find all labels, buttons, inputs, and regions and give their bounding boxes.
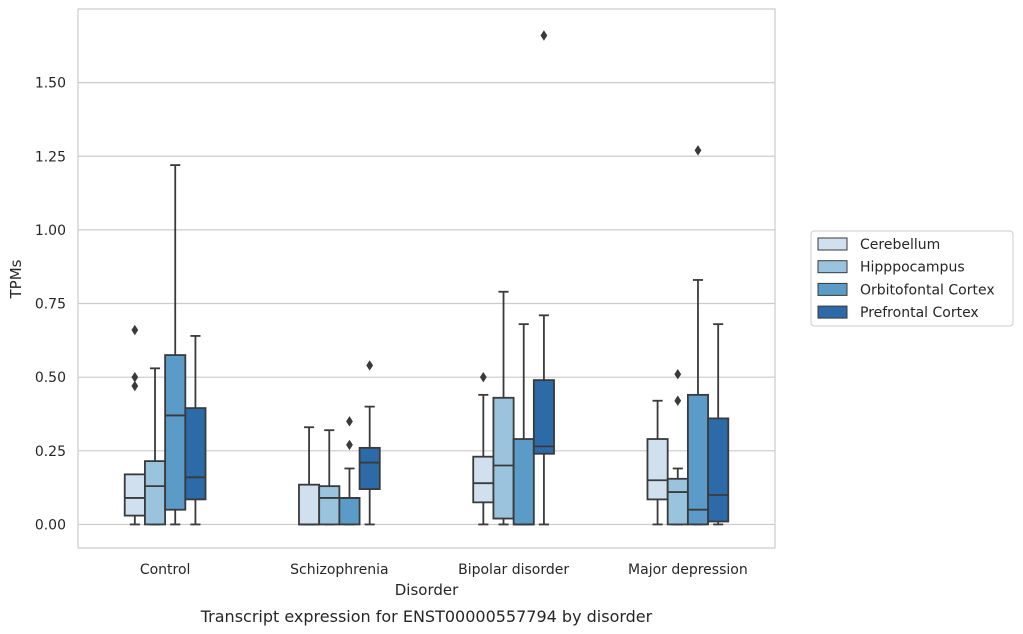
box-outlier xyxy=(131,380,139,392)
box-outlier xyxy=(694,145,702,156)
y-tick-label: 1.25 xyxy=(35,149,66,165)
box xyxy=(318,429,341,526)
box xyxy=(666,369,689,526)
box xyxy=(144,367,167,526)
y-tick-label: 0.75 xyxy=(35,297,66,313)
y-tick-labels: 0.00 0.25 0.50 0.75 1.00 1.25 1.50 xyxy=(35,76,66,534)
box-outlier xyxy=(674,395,682,406)
legend-label: Prefrontal Cortex xyxy=(860,305,979,321)
box xyxy=(123,324,146,526)
y-tick-label: 1.50 xyxy=(35,76,66,92)
y-tick-label: 0.00 xyxy=(35,517,66,533)
y-tick-label: 0.25 xyxy=(35,444,66,460)
legend-swatch xyxy=(817,237,848,251)
box-outlier xyxy=(674,369,682,380)
box-outlier xyxy=(346,439,353,451)
box-groups xyxy=(123,30,730,526)
box-body xyxy=(164,354,187,511)
box-body xyxy=(492,396,515,520)
box-body xyxy=(686,393,709,526)
legend-swatch xyxy=(817,305,848,319)
legend-swatch xyxy=(817,282,848,296)
box-body xyxy=(666,477,689,526)
box xyxy=(646,399,669,526)
box-body xyxy=(144,460,167,526)
x-tick-label: Major depression xyxy=(628,562,748,578)
box-group-control xyxy=(123,164,207,526)
legend-item: Orbitofontal Cortex xyxy=(817,282,995,298)
box-body xyxy=(646,438,669,501)
legend-frame xyxy=(810,230,1014,327)
x-tick-label: Schizophrenia xyxy=(290,562,388,578)
box xyxy=(298,426,321,526)
box xyxy=(707,323,730,526)
box xyxy=(164,164,187,526)
box xyxy=(512,323,535,526)
legend-item: Hipppocampus xyxy=(817,260,965,276)
x-tick-label: Bipolar disorder xyxy=(458,562,569,578)
box-body xyxy=(532,379,555,455)
box xyxy=(338,416,361,526)
box-body xyxy=(472,455,495,504)
box-body xyxy=(123,473,146,517)
chart-caption: Transcript expression for ENST0000055779… xyxy=(200,607,653,626)
legend-label: Cerebellum xyxy=(860,237,940,253)
box-body xyxy=(318,485,341,526)
plot-frame xyxy=(77,8,776,549)
box-group-bipolar-disorder xyxy=(472,30,555,526)
box-body xyxy=(298,483,321,526)
box-outlier xyxy=(131,324,139,336)
y-axis-label: TPMs xyxy=(7,259,25,299)
legend-label: Hipppocampus xyxy=(860,260,965,276)
box-group-schizophrenia xyxy=(298,360,381,526)
box-outlier xyxy=(346,416,353,427)
x-tick-labels: Control Schizophrenia Bipolar disorder Majo… xyxy=(140,562,748,578)
box-body xyxy=(184,407,207,501)
box-outlier xyxy=(131,371,139,383)
x-tick-label: Control xyxy=(140,562,191,578)
box-group-major-depression xyxy=(646,145,730,526)
box-body xyxy=(358,446,381,490)
x-axis-label: Disorder xyxy=(395,581,459,599)
box-body xyxy=(338,497,361,526)
box-outlier xyxy=(366,360,374,371)
legend-item: Cerebellum xyxy=(817,237,940,253)
box xyxy=(532,30,555,526)
legend-label: Orbitofontal Cortex xyxy=(860,282,995,298)
y-tick-label: 1.00 xyxy=(35,223,66,239)
box-outlier xyxy=(479,371,487,383)
box-body xyxy=(512,438,535,526)
legend-swatch xyxy=(817,260,848,274)
legend: Cerebellum Hipppocampus Orbitofontal Corte… xyxy=(810,230,1014,327)
legend-item: Prefrontal Cortex xyxy=(817,305,979,321)
box-body xyxy=(707,417,730,523)
y-tick-label: 0.50 xyxy=(35,370,66,386)
box xyxy=(184,335,207,526)
box-outlier xyxy=(540,30,548,41)
box xyxy=(358,360,381,526)
